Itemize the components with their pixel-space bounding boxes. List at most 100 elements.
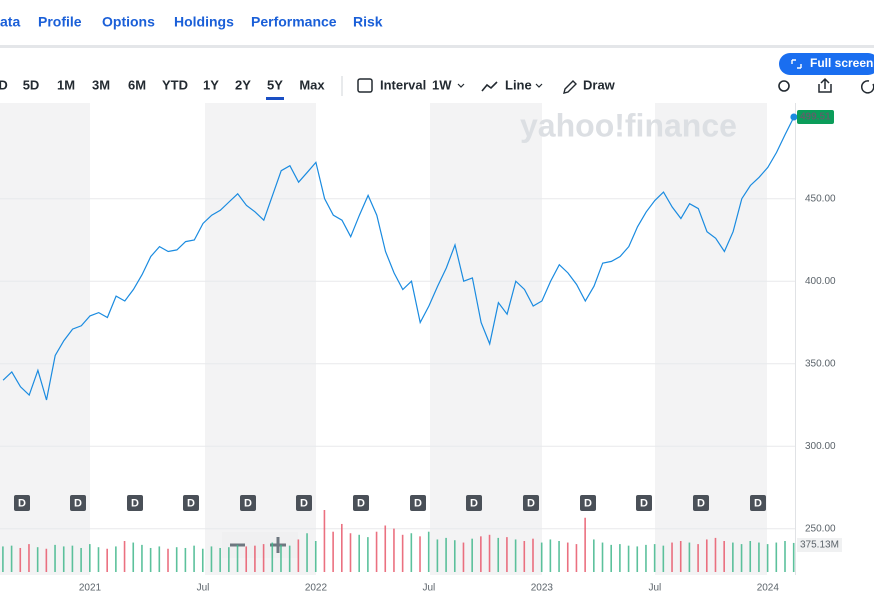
volume-bar	[740, 544, 743, 572]
range-button[interactable]: 3M	[92, 77, 110, 92]
chevron	[457, 83, 465, 88]
period-band	[655, 103, 767, 575]
dividend-box[interactable]	[127, 495, 143, 511]
dividend-box[interactable]	[353, 495, 369, 511]
price-line	[2, 116, 795, 401]
nav-tab[interactable]: Performance	[251, 14, 337, 30]
interval-icon	[357, 78, 373, 93]
range-button[interactable]: D	[0, 77, 8, 92]
volume-bar	[558, 541, 560, 572]
range-button[interactable]: 2Y	[235, 77, 251, 92]
volume-bar	[10, 545, 13, 572]
icon-buttons	[778, 77, 874, 94]
dividend-label: D	[300, 497, 308, 509]
dividend-label: D	[18, 497, 26, 509]
range-button[interactable]: Max	[299, 77, 325, 92]
range-underline	[266, 97, 284, 100]
dividend-box[interactable]	[240, 495, 256, 511]
full-screen-button[interactable]: Full screen	[779, 53, 874, 75]
volume-bar	[358, 534, 360, 572]
volume-bar	[332, 531, 334, 572]
dividend-box[interactable]	[693, 495, 709, 511]
volume-bar	[341, 523, 343, 572]
range-button[interactable]: 1Y	[203, 77, 219, 92]
toolbar: Interval 1W Line Draw	[357, 77, 616, 94]
volume-bar	[427, 531, 430, 572]
volume-bar	[645, 544, 647, 572]
volume-bar	[210, 546, 213, 572]
volume-bar	[262, 544, 265, 572]
range-button[interactable]: 5D	[23, 77, 40, 92]
price-tag	[797, 110, 834, 125]
range-button[interactable]: 5Y	[267, 77, 283, 92]
interval-label[interactable]: Interval	[380, 77, 426, 92]
range-button[interactable]: YTD	[162, 77, 188, 92]
volume-bar	[45, 548, 48, 572]
volume-bar	[19, 547, 22, 572]
volume-bar	[566, 542, 569, 572]
dividend-box[interactable]	[636, 495, 652, 511]
button-bg	[779, 53, 874, 75]
y-tick-label: 300.00	[805, 441, 836, 452]
nav-tab[interactable]: Options	[102, 14, 155, 30]
volume-bar	[89, 544, 91, 572]
volume-bar	[462, 542, 465, 572]
dividend-box[interactable]	[70, 495, 86, 511]
y-tick-label: 450.00	[805, 193, 836, 204]
volume-bar	[254, 545, 256, 572]
volume-bar	[401, 534, 404, 572]
nav-tab[interactable]: ata	[0, 14, 20, 30]
draw-button[interactable]: Draw	[583, 77, 616, 92]
volume-label: 375.13M	[800, 540, 839, 551]
volume-bar	[349, 533, 352, 572]
nav-tab[interactable]: Risk	[353, 14, 383, 30]
reset-icon[interactable]	[861, 80, 874, 94]
volume-bar	[497, 537, 500, 572]
volume-bar	[71, 545, 74, 572]
y-tick-label: 400.00	[805, 276, 836, 287]
volume-bar	[193, 545, 195, 572]
dividend-box[interactable]	[410, 495, 426, 511]
volume-bar	[540, 542, 543, 572]
volume-bar	[271, 542, 274, 572]
draw-icon	[563, 80, 577, 94]
last-point	[790, 113, 798, 121]
range-button[interactable]: 1M	[57, 77, 75, 92]
dividend-label: D	[754, 497, 762, 509]
volume-bar	[219, 547, 221, 572]
volume-bar	[697, 544, 699, 572]
volume-bar	[80, 547, 82, 572]
dividend-box[interactable]	[523, 495, 539, 511]
volume-bar	[28, 544, 30, 572]
nav-tab[interactable]: Profile	[38, 14, 82, 30]
settings-icon[interactable]	[778, 80, 790, 92]
volume-bar	[593, 539, 595, 572]
dividend-label: D	[187, 497, 195, 509]
volume-bar	[280, 544, 282, 572]
volume-bar	[236, 544, 239, 572]
chart-type[interactable]: Line	[505, 77, 532, 92]
range-button[interactable]: 6M	[128, 77, 146, 92]
volume-bar	[758, 542, 760, 572]
dividend-box[interactable]	[183, 495, 199, 511]
x-tick-label: Jul	[423, 583, 436, 594]
dividend-box[interactable]	[750, 495, 766, 511]
volume-bar	[419, 536, 421, 572]
volume-bar	[688, 542, 691, 572]
dividend-box[interactable]	[14, 495, 30, 511]
volume-bar	[410, 533, 413, 572]
volume-bar	[175, 547, 178, 572]
volume-bar	[610, 544, 612, 572]
volume-bar	[766, 544, 769, 572]
interval-value[interactable]: 1W	[432, 77, 452, 92]
volume-bar	[662, 545, 665, 572]
nav-tab[interactable]: Holdings	[174, 14, 234, 30]
dividend-label: D	[470, 497, 478, 509]
dividend-box[interactable]	[580, 495, 596, 511]
volume-bar	[488, 534, 491, 572]
share-icon[interactable]	[818, 77, 832, 93]
dividend-box[interactable]	[296, 495, 312, 511]
volume-bar	[679, 541, 682, 572]
dividend-box[interactable]	[466, 495, 482, 511]
